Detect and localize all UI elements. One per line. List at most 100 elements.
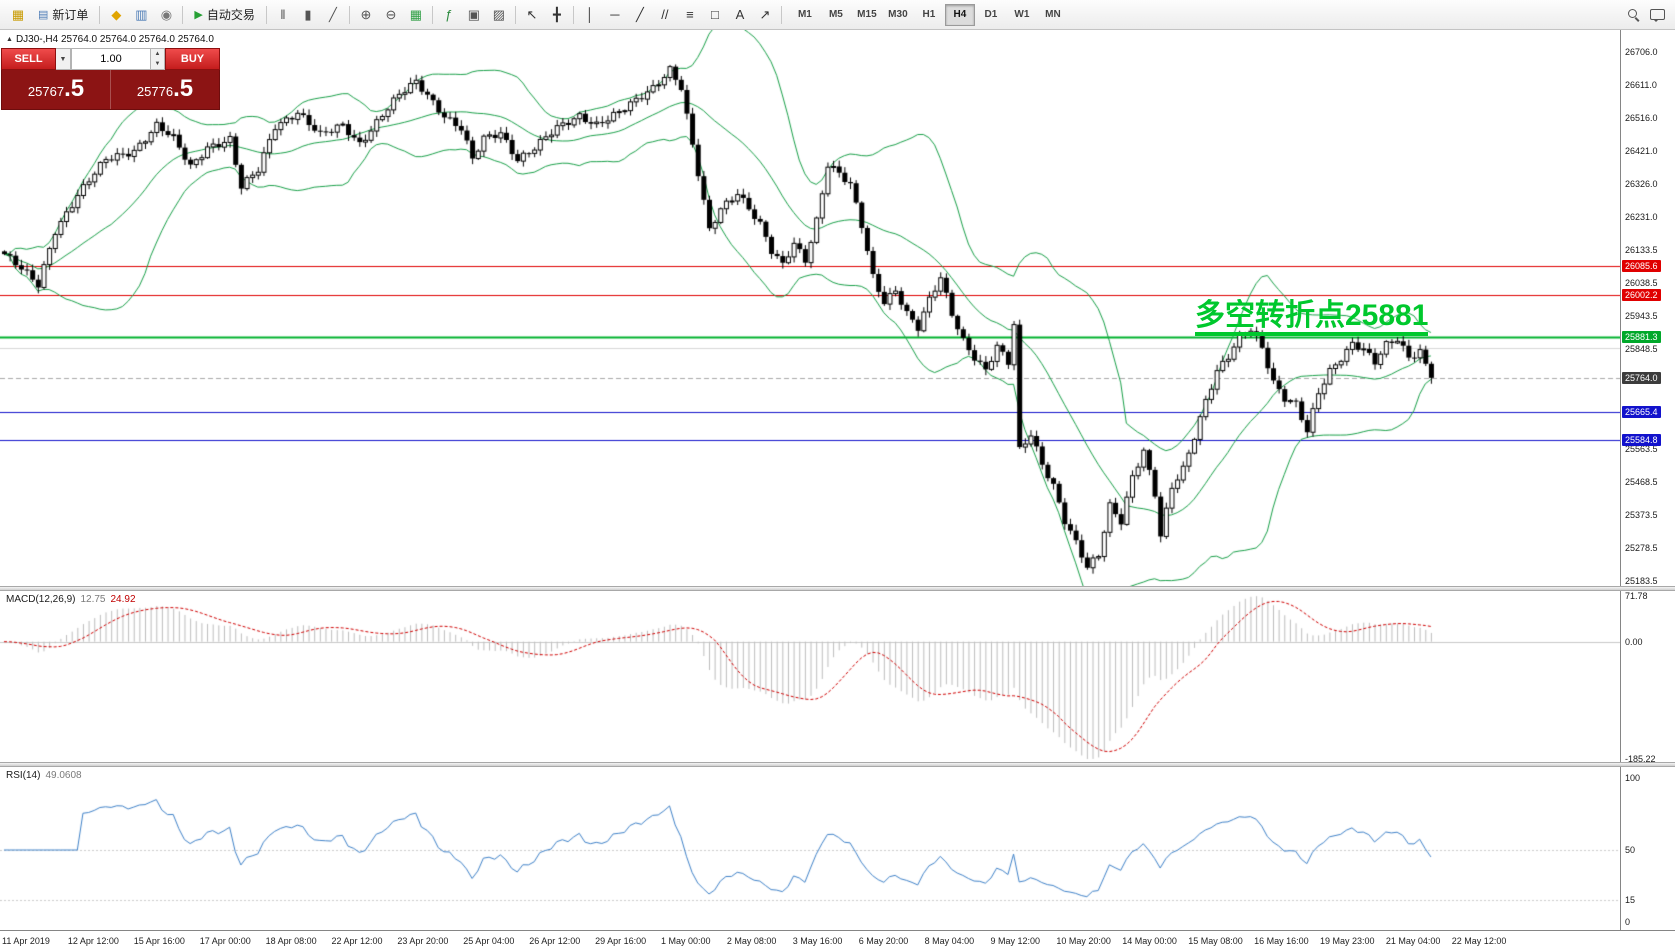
buy-button[interactable]: BUY bbox=[165, 48, 220, 70]
tf-button-W1[interactable]: W1 bbox=[1014, 9, 1030, 20]
axis-label: 25183.5 bbox=[1625, 575, 1658, 586]
order-type-dropdown[interactable]: ▼ bbox=[56, 48, 71, 70]
navigator-icon[interactable]: ◉ bbox=[160, 6, 173, 22]
axis-label: 26421.0 bbox=[1625, 145, 1658, 156]
tf-button-H4[interactable]: H4 bbox=[944, 3, 975, 26]
buy-price[interactable]: 25776.5 bbox=[110, 70, 219, 109]
axis-label: 71.78 bbox=[1625, 591, 1648, 602]
time-label: 15 Apr 16:00 bbox=[133, 936, 185, 946]
toolbar-separator bbox=[265, 5, 267, 24]
axis-label: 26326.0 bbox=[1625, 178, 1658, 189]
time-label: 18 Apr 08:00 bbox=[265, 936, 317, 946]
axis-label: 0 bbox=[1625, 917, 1631, 927]
data-window-icon[interactable]: ▥ bbox=[135, 6, 148, 22]
time-label: 3 May 16:00 bbox=[792, 936, 843, 946]
tf-button-H1[interactable]: H1 bbox=[922, 9, 936, 20]
price-level-badge: 26002.2 bbox=[1622, 289, 1661, 302]
new-order-button[interactable]: ▤ 新订单 bbox=[38, 8, 89, 22]
axis-label: 15 bbox=[1625, 895, 1636, 906]
zoom-out-icon[interactable]: ⊖ bbox=[385, 6, 397, 22]
tile-windows-icon[interactable]: ▦ bbox=[409, 6, 423, 22]
annotation-text[interactable]: 多空转折点25881 bbox=[1195, 299, 1429, 336]
indicators-list-icon[interactable]: ƒ bbox=[445, 7, 453, 22]
volume-down-button[interactable]: ▼ bbox=[151, 59, 164, 69]
axis-label: 26133.5 bbox=[1625, 245, 1658, 256]
time-label: 22 May 12:00 bbox=[1451, 936, 1507, 946]
one-click-trade-panel: SELL ▼ ▲ ▼ BUY 25767.5 25776.5 bbox=[1, 48, 220, 110]
volume-stepper: ▲ ▼ bbox=[151, 48, 165, 70]
tf-button-D1[interactable]: D1 bbox=[984, 9, 998, 20]
time-label: 1 May 00:00 bbox=[661, 936, 711, 946]
axis-label: 25563.5 bbox=[1625, 443, 1658, 454]
market-watch-icon[interactable]: ◆ bbox=[111, 6, 122, 22]
tf-button-M30[interactable]: M30 bbox=[888, 9, 908, 20]
shapes-icon[interactable]: □ bbox=[710, 7, 719, 22]
channel-icon[interactable]: // bbox=[661, 7, 669, 22]
toolbar-items: ▦ ▤ 新订单 ◆ ▥ ◉ ▶ 自动交易 ‖ ▮ ╱ ⊕ ⊖ ▦ ƒ ▣ ▨ ↖ ╋ │ ─ ╱ // ≡ □ A ↗ bbox=[6, 3, 785, 27]
panel-separator[interactable] bbox=[0, 586, 1675, 591]
chart-marker-icon: ▲ bbox=[6, 36, 13, 43]
panel-separator[interactable] bbox=[0, 762, 1675, 767]
toolbar: ▦ ▤ 新订单 ◆ ▥ ◉ ▶ 自动交易 ‖ ▮ ╱ ⊕ ⊖ ▦ ƒ ▣ ▨ ↖ ╋ │ ─ ╱//≡ □ A ↗ M1 M5 M1… bbox=[0, 0, 1675, 30]
line-chart-icon[interactable]: ╱ bbox=[328, 6, 337, 22]
text-label-icon[interactable]: A bbox=[735, 7, 745, 22]
vertical-line-icon[interactable]: │ bbox=[585, 7, 594, 22]
time-label: 10 May 20:00 bbox=[1056, 936, 1111, 946]
tf-button-M15[interactable]: M15 bbox=[857, 9, 877, 20]
tf-button-M1[interactable]: M1 bbox=[797, 9, 812, 20]
toolbar-separator bbox=[348, 5, 350, 24]
auto-trading-button[interactable]: ▶ 自动交易 bbox=[194, 8, 255, 22]
sell-price[interactable]: 25767.5 bbox=[27, 75, 85, 102]
cursor-icon[interactable]: ↖ bbox=[526, 6, 538, 22]
axis-label: 25373.5 bbox=[1625, 509, 1658, 520]
arrow-tools-icon[interactable]: ↗ bbox=[759, 6, 771, 22]
time-label: 9 May 12:00 bbox=[990, 936, 1041, 946]
fibonacci-icon[interactable]: ≡ bbox=[686, 7, 694, 22]
price-level-badge: 25665.4 bbox=[1622, 406, 1661, 419]
volume-input[interactable] bbox=[72, 49, 150, 69]
axis-label: 25278.5 bbox=[1625, 542, 1658, 553]
time-label: 29 Apr 16:00 bbox=[595, 936, 647, 946]
price-chart-canvas[interactable] bbox=[0, 30, 1620, 586]
toolbar-separator bbox=[431, 5, 433, 24]
app-icon[interactable]: ▦ bbox=[11, 6, 25, 22]
bar-chart-icon[interactable]: ‖ bbox=[280, 7, 286, 22]
price-axis[interactable]: 26706.0 26611.0 26516.0 26421.0 26326.0 26231… bbox=[1620, 30, 1675, 930]
chart-workspace: 26706.0 26611.0 26516.0 26421.0 26326.0 26231… bbox=[0, 30, 1675, 952]
axis-label: 25943.5 bbox=[1625, 311, 1658, 322]
candlestick-chart-icon[interactable]: ▮ bbox=[304, 6, 312, 22]
horizontal-line-icon[interactable]: ─ bbox=[610, 7, 620, 22]
tf-button-MN[interactable]: MN bbox=[1045, 9, 1061, 20]
axis-label: 50 bbox=[1625, 845, 1636, 855]
search-icon[interactable] bbox=[1628, 8, 1640, 21]
sell-button[interactable]: SELL bbox=[1, 48, 56, 70]
rsi-panel-canvas[interactable] bbox=[0, 767, 1620, 930]
price-level-badge: 26085.6 bbox=[1622, 260, 1661, 273]
toolbar-separator bbox=[572, 5, 574, 24]
time-label: 21 May 04:00 bbox=[1385, 936, 1441, 946]
trendline-icon[interactable]: ╱ bbox=[635, 6, 644, 22]
timeframe-group: M1 M5 M15 M30 H1 H4 D1 W1 MN bbox=[790, 3, 1068, 26]
axis-label: 26611.0 bbox=[1625, 79, 1657, 90]
period-icon[interactable]: ▣ bbox=[467, 6, 481, 22]
axis-label: 26038.5 bbox=[1625, 278, 1658, 289]
time-label: 23 Apr 20:00 bbox=[397, 936, 449, 946]
zoom-in-icon[interactable]: ⊕ bbox=[360, 6, 372, 22]
new-order-icon: ▤ bbox=[38, 9, 49, 21]
price-level-badge: 25584.8 bbox=[1622, 434, 1661, 447]
template-icon[interactable]: ▨ bbox=[492, 6, 506, 22]
price-level-badge: 25881.3 bbox=[1622, 331, 1661, 344]
tf-button-M5[interactable]: M5 bbox=[828, 9, 843, 20]
macd-panel-canvas[interactable] bbox=[0, 591, 1620, 762]
volume-up-button[interactable]: ▲ bbox=[151, 49, 164, 59]
time-label: 17 Apr 00:00 bbox=[199, 936, 251, 946]
time-label: 26 Apr 12:00 bbox=[529, 936, 581, 946]
crosshair-icon[interactable]: ╋ bbox=[552, 6, 561, 22]
time-label: 16 May 16:00 bbox=[1254, 936, 1309, 946]
time-label: 6 May 20:00 bbox=[858, 936, 909, 946]
axis-label: -185.22 bbox=[1625, 753, 1656, 764]
time-label: 11 Apr 2019 bbox=[2, 936, 50, 946]
chat-icon[interactable] bbox=[1650, 9, 1665, 22]
time-label: 8 May 04:00 bbox=[924, 936, 975, 946]
time-axis[interactable]: 11 Apr 2019 12 Apr 12:00 15 Apr 16:00 17 Ap… bbox=[0, 930, 1675, 952]
